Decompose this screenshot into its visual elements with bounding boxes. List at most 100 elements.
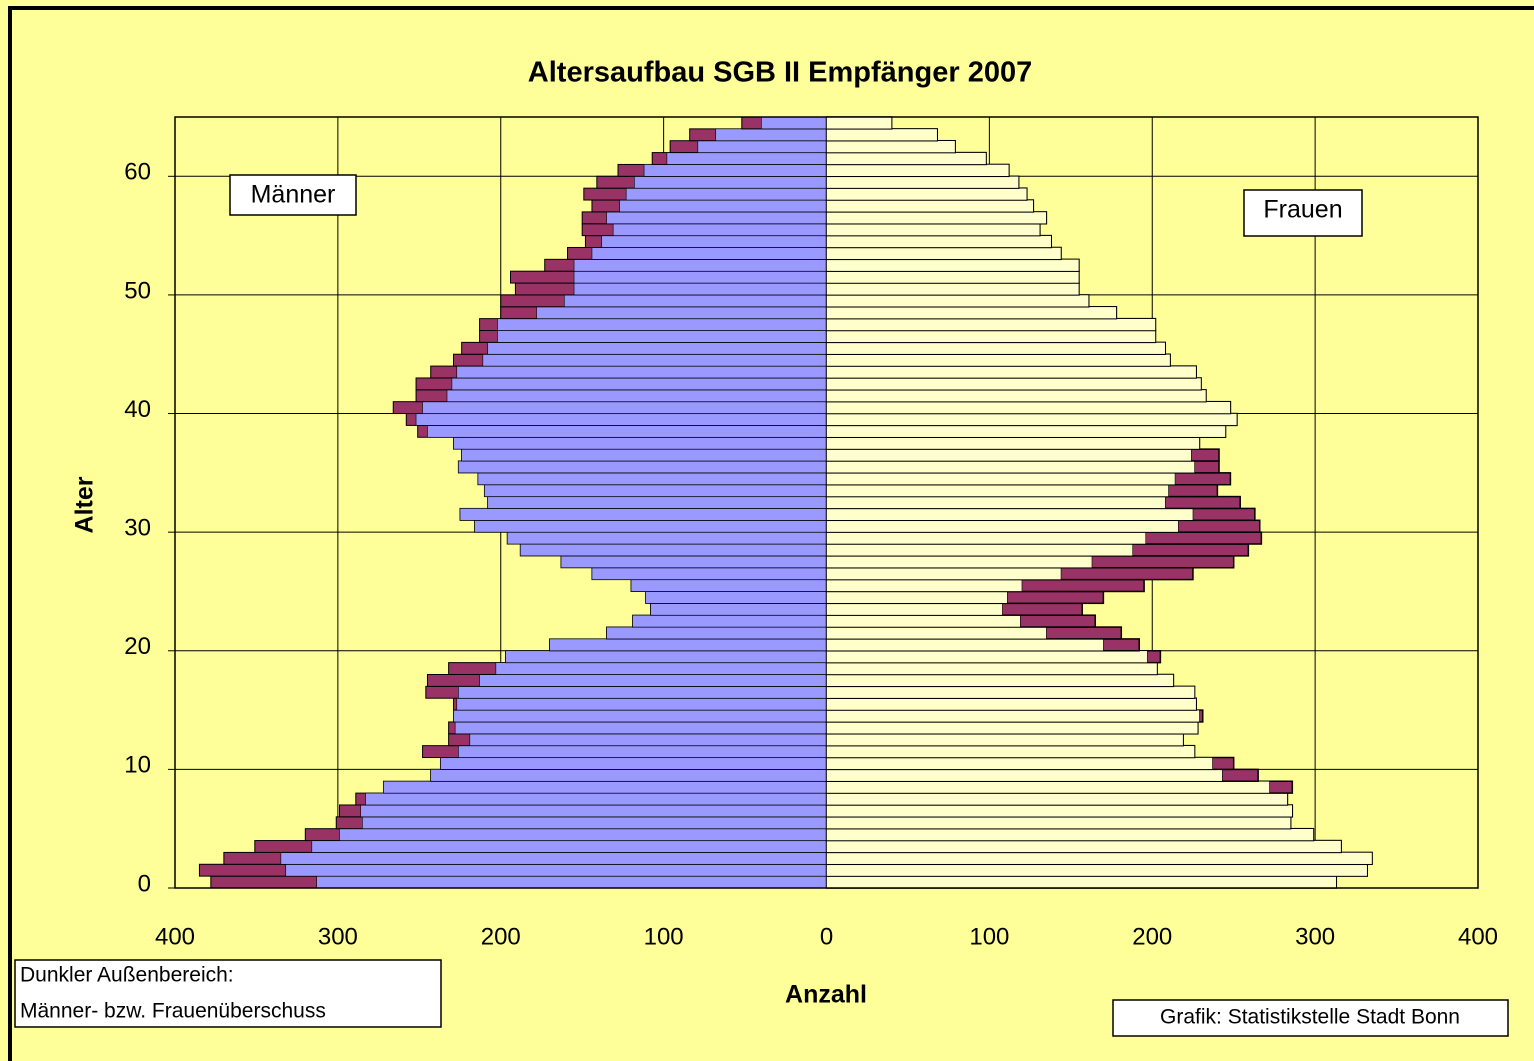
bar xyxy=(826,128,938,142)
bar xyxy=(826,413,1238,426)
bar xyxy=(826,353,1171,367)
bar xyxy=(506,531,827,545)
bar xyxy=(826,306,1117,319)
bar xyxy=(422,401,827,414)
bar xyxy=(446,389,827,402)
bar xyxy=(826,769,1223,782)
bar xyxy=(311,840,827,853)
chart-title: Altersaufbau SGB II Empfänger 2007 xyxy=(528,57,1032,89)
bar xyxy=(606,626,827,640)
bar xyxy=(645,591,827,604)
bar xyxy=(826,152,987,165)
legend-label: Frauen xyxy=(1263,196,1342,224)
bar xyxy=(630,579,827,592)
bar xyxy=(497,318,827,331)
source: Grafik: Statistikstelle Stadt Bonn xyxy=(1160,1006,1460,1029)
y-tick-label: 50 xyxy=(124,277,151,304)
bar xyxy=(826,211,1047,225)
bar xyxy=(280,852,827,865)
bar xyxy=(632,614,827,628)
bar xyxy=(484,484,827,497)
bar xyxy=(826,472,1176,486)
bar xyxy=(495,662,827,675)
x-axis-label: Anzahl xyxy=(785,981,867,1009)
bar xyxy=(826,401,1231,414)
y-tick-label: 10 xyxy=(124,752,151,779)
bar xyxy=(505,650,827,663)
bar xyxy=(826,235,1052,248)
bar xyxy=(461,448,827,462)
bar xyxy=(316,875,827,889)
bar xyxy=(454,721,827,735)
bar xyxy=(826,626,1047,640)
x-tick-label: 300 xyxy=(318,923,358,950)
x-tick-label: 100 xyxy=(969,923,1009,950)
bar xyxy=(362,816,827,829)
bar xyxy=(697,140,827,153)
bar xyxy=(826,140,956,153)
bar xyxy=(826,223,1041,236)
bar xyxy=(456,697,827,711)
x-tick-label: 300 xyxy=(1295,923,1335,950)
note-box xyxy=(14,959,442,1028)
bar xyxy=(826,614,1021,628)
x-tick-label: 400 xyxy=(1458,923,1498,950)
note-line: Dunkler Außenbereich: xyxy=(20,964,234,987)
bar xyxy=(826,436,1200,450)
bar xyxy=(497,330,827,343)
bar xyxy=(453,709,827,723)
bar xyxy=(826,164,1010,177)
bar xyxy=(427,425,827,438)
bar xyxy=(826,330,1156,343)
bar xyxy=(458,686,827,699)
bar xyxy=(826,377,1202,391)
bar xyxy=(826,543,1134,557)
bar xyxy=(826,733,1184,746)
bar xyxy=(536,306,827,319)
bar xyxy=(487,342,827,355)
bar xyxy=(469,733,827,746)
bar xyxy=(826,745,1195,758)
bar xyxy=(625,187,827,201)
bar xyxy=(619,199,827,213)
bar xyxy=(456,365,827,379)
bar xyxy=(666,152,827,165)
bar xyxy=(477,472,827,486)
y-tick-label: 60 xyxy=(124,159,151,186)
bar xyxy=(360,804,827,818)
legend-label: Männer xyxy=(251,181,336,209)
bar xyxy=(591,247,827,260)
bar xyxy=(826,389,1207,402)
bar xyxy=(474,519,827,533)
bar xyxy=(285,863,827,877)
bar xyxy=(573,270,827,284)
bar xyxy=(573,282,827,296)
bar xyxy=(826,342,1166,355)
bar xyxy=(487,496,827,509)
bar xyxy=(826,792,1288,806)
bar xyxy=(826,591,1008,604)
bar xyxy=(826,199,1034,213)
bar xyxy=(606,211,827,225)
bar xyxy=(519,543,827,557)
bar xyxy=(715,128,827,142)
bar xyxy=(826,638,1104,652)
x-tick-label: 0 xyxy=(820,923,833,950)
x-tick-label: 200 xyxy=(481,923,521,950)
bar xyxy=(826,318,1156,331)
bar xyxy=(612,223,827,236)
bar xyxy=(573,259,827,272)
bar xyxy=(383,780,827,794)
bar xyxy=(826,448,1192,462)
bar xyxy=(826,365,1197,379)
bar xyxy=(591,567,827,580)
bar xyxy=(560,555,827,569)
bar xyxy=(451,377,827,391)
bar xyxy=(826,425,1226,438)
bar xyxy=(826,603,1003,616)
bar xyxy=(826,116,892,130)
bar xyxy=(650,603,827,616)
x-tick-label: 100 xyxy=(644,923,684,950)
bar xyxy=(826,176,1019,189)
bar xyxy=(826,650,1148,663)
